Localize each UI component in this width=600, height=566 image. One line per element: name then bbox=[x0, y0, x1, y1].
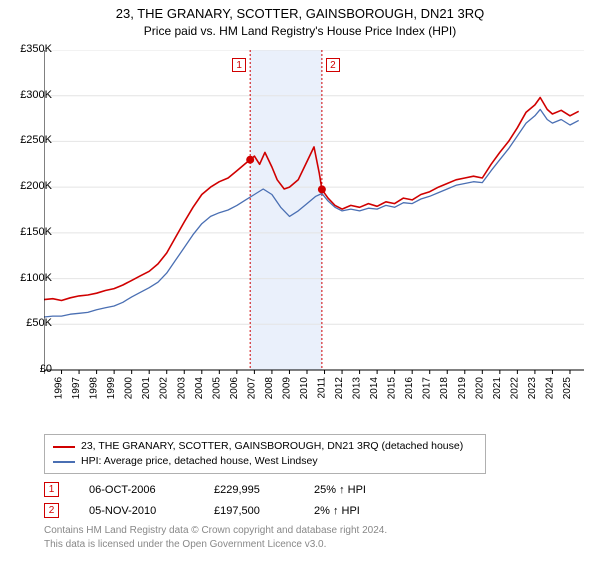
svg-text:2022: 2022 bbox=[509, 377, 520, 400]
svg-text:1995: 1995 bbox=[44, 377, 47, 400]
svg-text:2011: 2011 bbox=[317, 377, 328, 399]
svg-text:2018: 2018 bbox=[439, 377, 450, 400]
legend-label: 23, THE GRANARY, SCOTTER, GAINSBOROUGH, … bbox=[81, 439, 463, 454]
svg-text:2017: 2017 bbox=[422, 377, 433, 400]
svg-text:2014: 2014 bbox=[369, 377, 380, 400]
svg-text:2019: 2019 bbox=[457, 377, 468, 400]
chart-event-badge: 2 bbox=[326, 58, 340, 72]
event-table: 1 06-OCT-2006 £229,995 25% ↑ HPI 2 05-NO… bbox=[44, 476, 366, 518]
chart-container: { "title": "23, THE GRANARY, SCOTTER, GA… bbox=[0, 6, 600, 566]
svg-text:2024: 2024 bbox=[544, 377, 555, 400]
chart-event-badge: 1 bbox=[232, 58, 246, 72]
svg-text:2015: 2015 bbox=[387, 377, 398, 400]
chart-subtitle: Price paid vs. HM Land Registry's House … bbox=[0, 24, 600, 38]
svg-text:2004: 2004 bbox=[194, 377, 205, 400]
chart-plot-area: 1995 1996 1997 1998 1999 2000 2001 2002 2003 2004… bbox=[44, 50, 584, 400]
y-tick-label: £300K bbox=[20, 89, 52, 101]
legend-item: HPI: Average price, detached house, West… bbox=[53, 454, 477, 469]
svg-text:2012: 2012 bbox=[334, 377, 345, 400]
event-delta: 2% ↑ HPI bbox=[314, 505, 360, 517]
svg-text:2000: 2000 bbox=[124, 377, 135, 400]
event-badge-icon: 1 bbox=[44, 482, 59, 497]
y-tick-label: £100K bbox=[20, 272, 52, 284]
event-price: £229,995 bbox=[214, 484, 314, 496]
svg-text:2021: 2021 bbox=[492, 377, 503, 400]
chart-svg: 1995 1996 1997 1998 1999 2000 2001 2002 2003 2004… bbox=[44, 50, 584, 400]
legend-item: 23, THE GRANARY, SCOTTER, GAINSBOROUGH, … bbox=[53, 439, 477, 454]
event-row: 2 05-NOV-2010 £197,500 2% ↑ HPI bbox=[44, 503, 366, 518]
svg-text:2010: 2010 bbox=[299, 377, 310, 400]
svg-text:2009: 2009 bbox=[281, 377, 292, 400]
svg-text:1998: 1998 bbox=[89, 377, 100, 400]
svg-text:2020: 2020 bbox=[474, 377, 485, 400]
svg-text:1997: 1997 bbox=[71, 377, 82, 400]
svg-text:2005: 2005 bbox=[211, 377, 222, 400]
legend-label: HPI: Average price, detached house, West… bbox=[81, 454, 318, 469]
svg-text:2025: 2025 bbox=[562, 377, 573, 400]
svg-text:2006: 2006 bbox=[229, 377, 240, 400]
y-tick-label: £150K bbox=[20, 226, 52, 238]
svg-text:1996: 1996 bbox=[54, 377, 65, 400]
footer-line: Contains HM Land Registry data © Crown c… bbox=[44, 524, 387, 538]
y-tick-label: £250K bbox=[20, 134, 52, 146]
y-tick-label: £50K bbox=[26, 317, 52, 329]
chart-title: 23, THE GRANARY, SCOTTER, GAINSBOROUGH, … bbox=[0, 6, 600, 21]
y-tick-label: £0 bbox=[40, 363, 52, 375]
svg-text:2002: 2002 bbox=[159, 377, 170, 400]
event-date: 06-OCT-2006 bbox=[89, 484, 214, 496]
legend-swatch bbox=[53, 461, 75, 463]
y-tick-label: £350K bbox=[20, 43, 52, 55]
svg-text:2007: 2007 bbox=[246, 377, 257, 400]
svg-text:2016: 2016 bbox=[404, 377, 415, 400]
footer-line: This data is licensed under the Open Gov… bbox=[44, 538, 387, 552]
svg-text:1999: 1999 bbox=[106, 377, 117, 400]
svg-text:2008: 2008 bbox=[264, 377, 275, 400]
svg-text:2023: 2023 bbox=[527, 377, 538, 400]
event-badge-icon: 2 bbox=[44, 503, 59, 518]
svg-text:2003: 2003 bbox=[176, 377, 187, 400]
y-tick-label: £200K bbox=[20, 180, 52, 192]
event-delta: 25% ↑ HPI bbox=[314, 484, 366, 496]
footer-attribution: Contains HM Land Registry data © Crown c… bbox=[44, 524, 387, 551]
svg-text:2013: 2013 bbox=[352, 377, 363, 400]
event-row: 1 06-OCT-2006 £229,995 25% ↑ HPI bbox=[44, 482, 366, 497]
svg-text:2001: 2001 bbox=[141, 377, 152, 400]
event-date: 05-NOV-2010 bbox=[89, 505, 214, 517]
legend-swatch bbox=[53, 446, 75, 448]
legend: 23, THE GRANARY, SCOTTER, GAINSBOROUGH, … bbox=[44, 434, 486, 474]
event-price: £197,500 bbox=[214, 505, 314, 517]
